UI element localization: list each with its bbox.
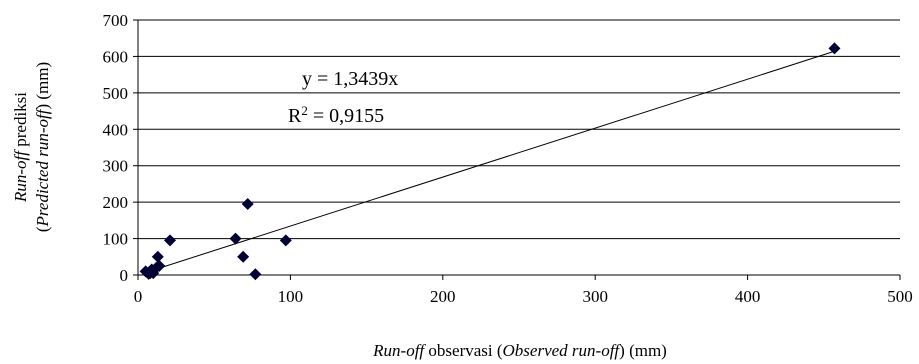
y-tick-label-600: 600 (103, 47, 129, 66)
x-tick-label-400: 400 (735, 287, 761, 306)
y-tick-label-400: 400 (103, 120, 129, 139)
trendline (153, 50, 835, 271)
data-point (164, 234, 177, 247)
x-axis-title: Run-off observasi (Observed run-off) (mm… (372, 341, 667, 360)
r-squared: R2 = 0,9155 (288, 103, 384, 128)
x-tick-labels: 0 100 200 300 400 500 (134, 287, 913, 306)
data-point (229, 232, 242, 245)
x-tick-label-500: 500 (887, 287, 913, 306)
y-tick-label-300: 300 (103, 157, 129, 176)
axis-title-part: ) (mm) (619, 341, 667, 360)
data-point (249, 268, 262, 281)
data-point (241, 197, 254, 210)
x-tick-label-0: 0 (134, 287, 143, 306)
data-point (828, 42, 841, 55)
y-tick-label-100: 100 (103, 230, 129, 249)
y-axis-title-line2: (Predicted run-off) (mm) (33, 62, 52, 232)
axis-title-part: ) (mm) (33, 62, 52, 110)
y-tick-label-0: 0 (120, 266, 129, 285)
r-squared-prefix: R (288, 105, 302, 127)
data-point (151, 250, 164, 263)
r-squared-superscript: 2 (301, 103, 308, 118)
x-tick-label-200: 200 (430, 287, 456, 306)
x-tick-label-300: 300 (582, 287, 608, 306)
axis-title-part: Run-off (11, 149, 30, 203)
x-tick-label-100: 100 (278, 287, 304, 306)
data-point (153, 259, 166, 272)
gridlines (138, 19, 900, 240)
data-points (139, 42, 841, 281)
y-tick-labels: 0 100 200 300 400 500 600 700 (103, 11, 129, 285)
y-tick-label-500: 500 (103, 84, 129, 103)
axis-title-part: Run-off (372, 341, 426, 360)
y-tick-label-700: 700 (103, 11, 129, 30)
axis-title-part: Predicted run-off (33, 107, 52, 227)
axis-title-part: prediksi (11, 92, 30, 151)
axes (133, 19, 901, 280)
axis-title-part: ( (33, 226, 52, 232)
data-point (279, 234, 292, 247)
y-tick-label-200: 200 (103, 193, 129, 212)
axis-title-part: Observed run-off (503, 341, 622, 360)
trend-equation: y = 1,3439x (302, 68, 398, 90)
axis-title-part: observasi ( (424, 341, 503, 360)
data-point (237, 250, 250, 263)
r-squared-value: = 0,9155 (308, 105, 384, 127)
y-axis-title-line1: Run-off prediksi (11, 92, 30, 203)
